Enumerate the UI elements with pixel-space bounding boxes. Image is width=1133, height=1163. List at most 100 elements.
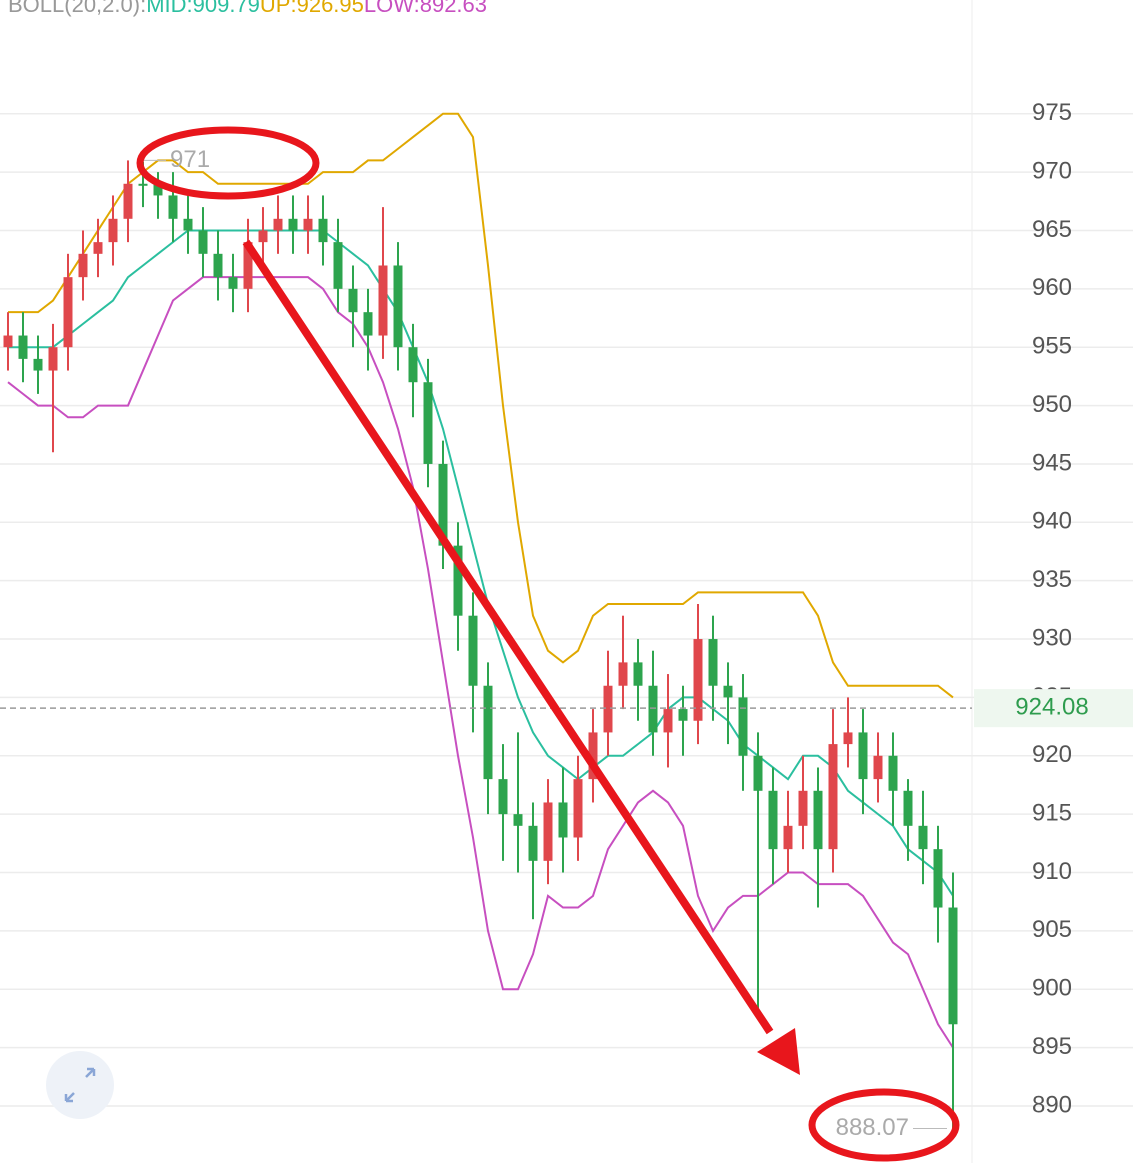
y-tick-label: 920	[1032, 741, 1072, 768]
y-tick-label: 900	[1032, 975, 1072, 1002]
candle-body	[813, 790, 823, 850]
candle-body	[168, 195, 178, 219]
current-price-label: 924.08	[1015, 693, 1088, 720]
indicator-value: UP:926.95	[260, 0, 364, 17]
indicator-value: MID:909.79	[146, 0, 260, 17]
band-line	[7, 276, 954, 1049]
candle-body	[768, 790, 778, 850]
y-tick-label: 910	[1032, 858, 1072, 885]
highlight-ellipse	[808, 1088, 960, 1162]
candle-body	[933, 849, 943, 908]
candle-body	[288, 218, 298, 231]
candle-body	[333, 242, 343, 289]
candle-body	[198, 230, 208, 254]
candle-body	[918, 825, 928, 850]
candle-body	[588, 732, 598, 780]
candle-body	[363, 312, 373, 336]
y-tick-label: 905	[1032, 916, 1072, 943]
candle-body	[108, 218, 118, 243]
y-tick-label: 930	[1032, 624, 1072, 651]
y-tick-label: 955	[1032, 333, 1072, 360]
candle-body	[753, 755, 763, 791]
candle-body	[63, 277, 73, 348]
y-tick-label: 915	[1032, 799, 1072, 826]
candle-body	[33, 358, 43, 371]
candle-body	[573, 779, 583, 838]
indicator-label: BOLL(20,2.0):	[8, 0, 146, 17]
candle-body	[78, 253, 88, 278]
candle-body	[183, 218, 193, 231]
candle-body	[513, 814, 523, 826]
candle-body	[258, 230, 268, 243]
candle-body	[153, 183, 163, 196]
candle-body	[798, 790, 808, 826]
candle-body	[618, 662, 628, 686]
candle-body	[138, 183, 148, 186]
candle-body	[438, 463, 448, 546]
candle-body	[408, 347, 418, 383]
candle-body	[693, 639, 703, 721]
candle-body	[48, 347, 58, 371]
candle-body	[93, 242, 103, 254]
candle-body	[483, 685, 493, 780]
candle-body	[123, 183, 133, 219]
candle-body	[18, 335, 28, 359]
candle-body	[3, 335, 13, 348]
candle-body	[828, 744, 838, 850]
candle-body	[873, 755, 883, 780]
candle-body	[738, 697, 748, 756]
candle-body	[348, 288, 358, 313]
y-tick-label: 950	[1032, 391, 1072, 418]
candle-body	[273, 218, 283, 231]
candle-body	[303, 218, 313, 231]
y-tick-label: 960	[1032, 274, 1072, 301]
candle-body	[378, 265, 388, 336]
candle-body	[453, 545, 463, 616]
candle-body	[243, 242, 253, 289]
candle-body	[393, 265, 403, 348]
y-tick-label: 945	[1032, 449, 1072, 476]
y-tick-label: 970	[1032, 157, 1072, 184]
candle-body	[318, 218, 328, 243]
y-tick-label: 895	[1032, 1033, 1072, 1060]
candle-body	[603, 685, 613, 733]
candle-body	[498, 779, 508, 815]
candle-body	[723, 685, 733, 698]
candle-body	[468, 615, 478, 686]
candle-body	[633, 662, 643, 686]
y-tick-label: 890	[1032, 1091, 1072, 1118]
y-tick-label: 975	[1032, 99, 1072, 126]
candle-body	[558, 802, 568, 838]
candle-body	[213, 253, 223, 278]
candle-body	[783, 825, 793, 850]
highlight-ellipse	[136, 126, 320, 200]
plot: 971 888.07 924.08	[0, 112, 1133, 1141]
indicator-value: LOW:892.63	[364, 0, 487, 17]
candle-body	[528, 825, 538, 861]
candle-body	[228, 277, 238, 289]
expand-button[interactable]	[46, 1051, 114, 1119]
candle-body	[903, 790, 913, 826]
candle-body	[648, 685, 658, 733]
expand-icon	[64, 1067, 96, 1103]
y-tick-label: 935	[1032, 566, 1072, 593]
candle-body	[843, 732, 853, 745]
candle-body	[888, 755, 898, 791]
candle-body	[948, 907, 958, 1025]
max-label: 971	[170, 146, 210, 173]
indicator-header: BOLL(20,2.0):MID:909.79UP:926.95LOW:892.…	[8, 0, 487, 17]
band-line	[8, 229, 954, 897]
min-label: 888.07	[836, 1114, 909, 1141]
trend-arrow-head	[757, 1028, 800, 1075]
candle-body	[423, 382, 433, 464]
current-price-box	[974, 689, 1133, 728]
candle-body	[663, 709, 673, 733]
candle-body	[708, 639, 718, 686]
y-tick-label: 940	[1032, 508, 1072, 535]
trend-arrow	[242, 239, 774, 1035]
y-tick-label: 965	[1032, 216, 1072, 243]
candle-body	[858, 732, 868, 780]
candle-body	[678, 709, 688, 721]
